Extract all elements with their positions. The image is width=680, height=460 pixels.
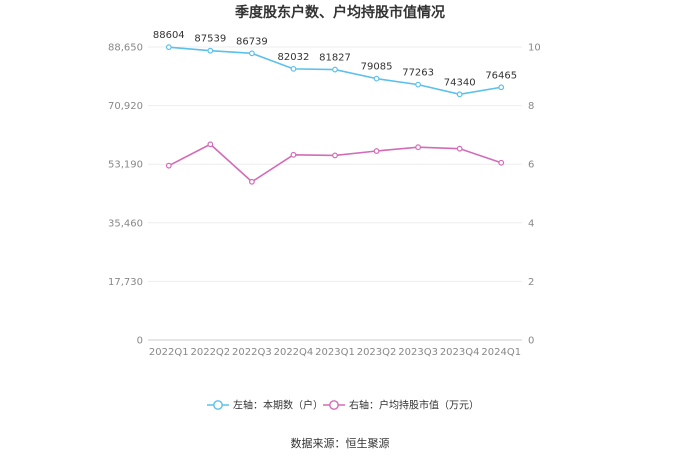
source-text: 数据来源：恒生聚源 <box>291 436 390 450</box>
data-point <box>165 162 172 169</box>
x-tick-label: 2023Q2 <box>357 347 397 358</box>
data-label: 77263 <box>402 68 434 79</box>
left-axis-ticks: 0 17,730 35,460 53,190 70,920 88,650 <box>108 43 143 347</box>
chart-title: 季度股东户数、户均持股市值情况 <box>234 4 445 21</box>
data-point <box>332 152 338 159</box>
data-point <box>165 44 172 51</box>
data-point <box>373 75 380 82</box>
legend-label: 右轴：户均持股市值（万元） <box>349 399 479 412</box>
data-point <box>456 145 463 152</box>
data-label: 76465 <box>485 70 517 81</box>
data-point <box>498 159 505 166</box>
data-label: 88604 <box>153 30 185 41</box>
x-tick-label: 2022Q1 <box>149 347 189 358</box>
right-axis-ticks: 0 2 4 6 8 10 <box>528 43 541 347</box>
x-tick-label: 2023Q1 <box>315 347 355 358</box>
data-label: 81827 <box>319 53 351 64</box>
data-label: 79085 <box>361 62 393 73</box>
right-tick-label: 10 <box>528 43 541 54</box>
right-tick-label: 0 <box>528 336 534 347</box>
data-point <box>290 151 297 158</box>
left-tick-label: 70,920 <box>108 101 143 112</box>
series-points <box>165 44 505 185</box>
legend-marker <box>329 400 339 410</box>
x-tick-label: 2022Q2 <box>190 347 230 358</box>
data-point <box>415 81 422 88</box>
left-tick-label: 35,460 <box>108 218 143 229</box>
legend-item[interactable]: 右轴：户均持股市值（万元） <box>323 399 479 412</box>
data-point <box>290 65 297 72</box>
data-point <box>207 141 214 148</box>
left-tick-label: 53,190 <box>108 160 143 171</box>
left-tick-label: 0 <box>137 336 143 347</box>
data-point <box>332 66 338 73</box>
series-line-1 <box>168 143 502 183</box>
left-tick-label: 88,650 <box>108 43 143 54</box>
data-point <box>248 50 255 57</box>
legend-item[interactable]: 左轴：本期数（户） <box>207 399 323 412</box>
x-tick-label: 2022Q3 <box>232 347 272 358</box>
data-point <box>373 148 380 154</box>
data-point <box>456 91 463 98</box>
data-label: 86739 <box>236 36 268 47</box>
right-tick-label: 8 <box>528 101 534 112</box>
legend-marker <box>213 400 223 410</box>
data-point <box>207 47 214 54</box>
x-axis-ticks: 2022Q1 2022Q2 2022Q3 2022Q4 2023Q1 2023Q2 2023… <box>149 347 521 358</box>
grid-lines <box>148 46 522 341</box>
x-tick-label: 2024Q1 <box>481 347 521 358</box>
right-tick-label: 6 <box>528 160 534 171</box>
x-tick-label: 2023Q4 <box>440 347 480 358</box>
data-labels: 88604 87539 86739 82032 81827 79085 77263 74340… <box>153 30 517 88</box>
data-label: 82032 <box>278 52 310 63</box>
data-label: 74340 <box>444 77 476 88</box>
x-tick-label: 2022Q4 <box>274 347 314 358</box>
right-tick-label: 2 <box>528 277 534 288</box>
data-point <box>415 144 422 151</box>
data-label: 87539 <box>194 34 226 45</box>
left-tick-label: 17,730 <box>108 277 143 288</box>
legend: 左轴：本期数（户） 右轴：户均持股市值（万元） <box>207 399 479 412</box>
right-tick-label: 4 <box>528 218 534 229</box>
data-point <box>498 84 505 91</box>
legend-label: 左轴：本期数（户） <box>233 399 323 412</box>
data-point <box>248 178 255 185</box>
x-tick-label: 2023Q3 <box>398 347 438 358</box>
